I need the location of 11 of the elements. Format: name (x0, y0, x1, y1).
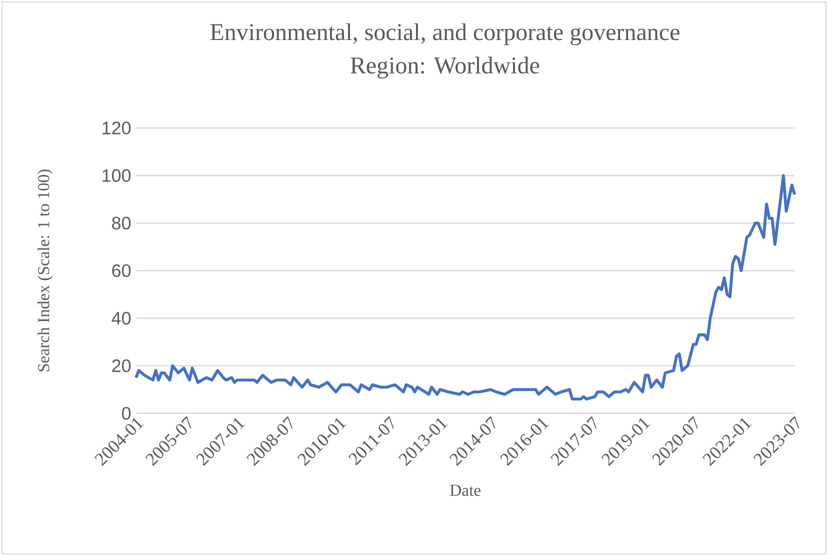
y-tick-label: 60 (112, 264, 131, 278)
y-tick-label: 20 (112, 359, 131, 372)
chart-title: Environmental, social, and corporate governance (210, 23, 680, 46)
y-tick-label: 0 (122, 406, 131, 420)
y-tick-label: 120 (102, 122, 131, 134)
y-tick-label: 100 (102, 169, 131, 182)
y-axis-title: Search Index (Scale: 1 to 100) (38, 170, 53, 372)
x-axis-title: Date (450, 484, 480, 496)
chart-subtitle: Region: Worldwide (350, 56, 540, 79)
y-tick-label: 40 (112, 312, 131, 325)
y-tick-label: 80 (112, 216, 131, 230)
